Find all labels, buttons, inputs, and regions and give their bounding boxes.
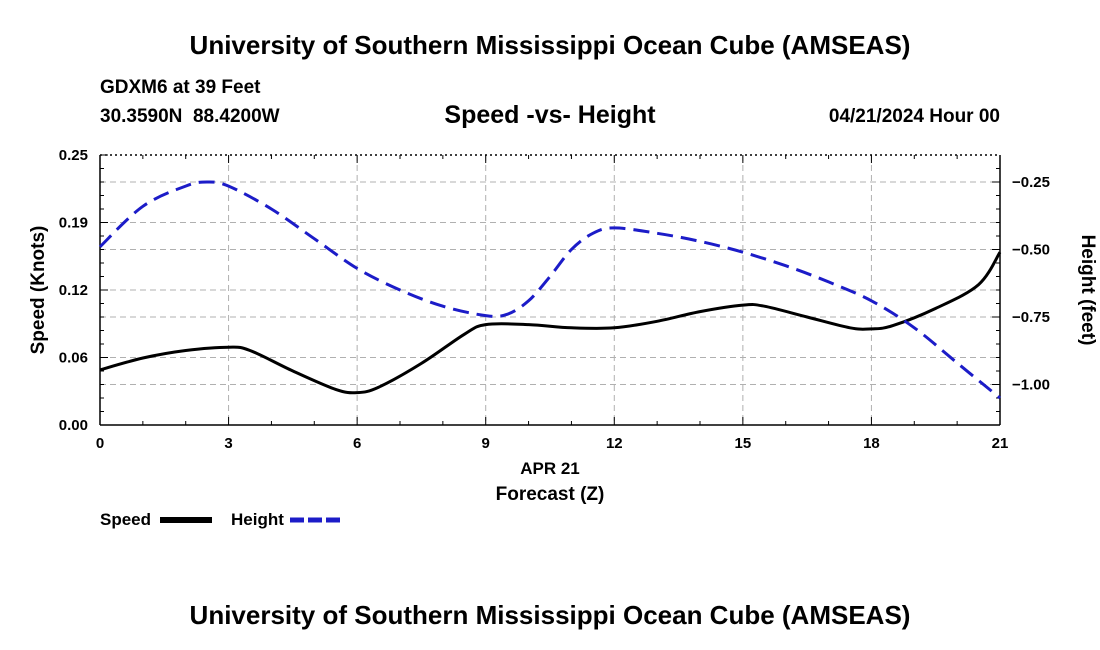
chart-title: University of Southern Mississippi Ocean…: [189, 30, 911, 60]
y2-tick-label: −0.75: [1012, 309, 1050, 326]
x-axis-label: Forecast (Z): [496, 484, 605, 505]
legend-height-swatch: [290, 517, 344, 523]
y-tick-label: 0.19: [59, 215, 88, 232]
y-tick-label: 0.25: [59, 147, 88, 164]
y2-axis-label: Height (feet): [1077, 235, 1098, 346]
x-tick-label: 18: [863, 435, 880, 452]
x-tick-label: 6: [353, 435, 361, 452]
station-coordinates: 30.3590N 88.4200W: [100, 106, 280, 127]
y2-tick-label: −0.50: [1012, 242, 1050, 259]
legend-height-label: Height: [231, 510, 284, 529]
station-name: GDXM6 at 39 Feet: [100, 77, 261, 98]
y-tick-label: 0.06: [59, 350, 88, 367]
height-series-line: [98, 180, 1001, 400]
chart-subtitle: Speed -vs- Height: [444, 101, 656, 129]
y-axis-label: Speed (Knots): [28, 226, 49, 355]
y-tick-label: 0.12: [59, 282, 88, 299]
x-axis-date-label: APR 21: [520, 459, 580, 478]
legend-speed-swatch: [160, 517, 212, 523]
x-tick-label: 3: [224, 435, 232, 452]
speed-series-line: [99, 251, 1002, 395]
x-tick-label: 21: [992, 435, 1009, 452]
x-tick-label: 0: [96, 435, 104, 452]
forecast-datetime: 04/21/2024 Hour 00: [828, 106, 1000, 127]
x-tick-label: 15: [735, 435, 752, 452]
x-tick-label: 12: [606, 435, 623, 452]
x-tick-label: 9: [482, 435, 490, 452]
y-tick-label: 0.00: [59, 417, 88, 434]
y2-tick-label: −0.25: [1012, 174, 1050, 191]
footer-title: University of Southern Mississippi Ocean…: [189, 600, 911, 630]
y2-tick-label: −1.00: [1012, 377, 1050, 394]
legend-speed-label: Speed: [100, 510, 152, 529]
